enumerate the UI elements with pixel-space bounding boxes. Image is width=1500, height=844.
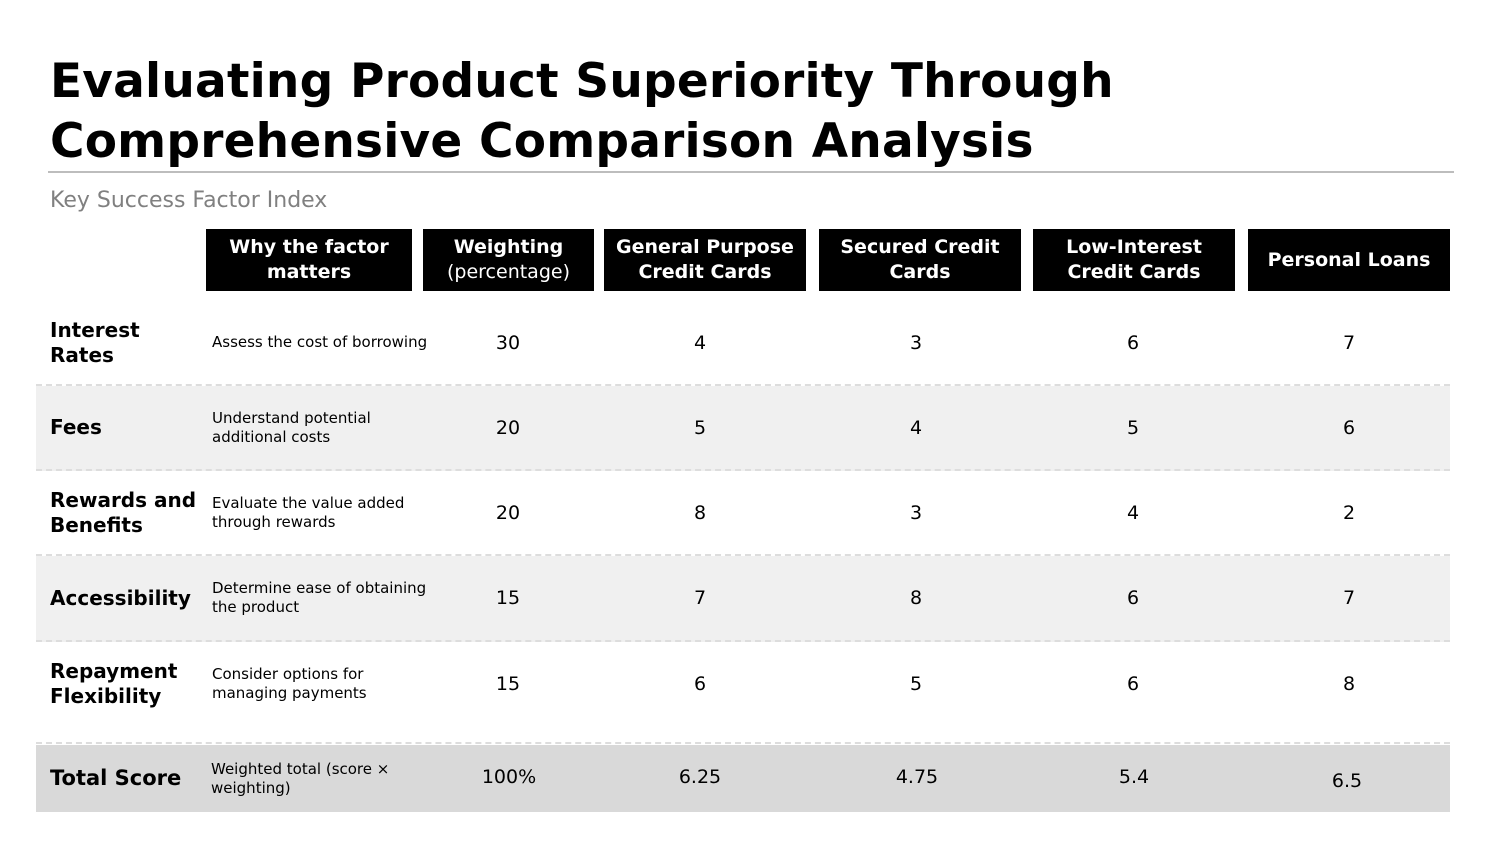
score-product-4: 6.5 <box>1331 769 1363 792</box>
title-divider <box>48 171 1454 173</box>
table-row: Interest Rates Assess the cost of borrow… <box>36 301 1450 386</box>
page-subtitle: Key Success Factor Index <box>50 188 328 213</box>
table-row: Fees Understand potential additional cos… <box>36 386 1450 471</box>
score-product-4: 7 <box>1342 331 1356 354</box>
factor-reason: Evaluate the value added through rewards <box>212 493 405 531</box>
score-product-4: 7 <box>1342 587 1356 609</box>
factor-label: Rewards and Benefits <box>50 487 197 537</box>
score-product-1: 6 <box>693 673 707 695</box>
factor-label: Total Score <box>50 766 182 790</box>
weight-value: 30 <box>495 331 521 354</box>
factor-reason: Assess the cost of borrowing <box>212 333 428 351</box>
score-product-3: 6 <box>1126 587 1140 609</box>
table-row: Rewards and Benefits Evaluate the value … <box>36 471 1450 556</box>
factor-reason: Consider options for managing payments <box>212 665 367 702</box>
factor-reason: Understand potential additional costs <box>212 408 371 446</box>
factor-label: Fees <box>50 415 102 439</box>
weight-value: 15 <box>495 673 521 695</box>
page-title: Evaluating Product Superiority Through C… <box>50 52 1250 172</box>
table-row: Accessibility Determine ease of obtainin… <box>36 556 1450 642</box>
score-product-2: 3 <box>909 331 923 354</box>
score-product-2: 4.75 <box>895 765 939 788</box>
score-product-1: 8 <box>693 501 707 524</box>
table-row: Repayment Flexibility Consider options f… <box>36 642 1450 744</box>
score-product-4: 2 <box>1342 501 1356 524</box>
weight-value: 20 <box>495 501 521 524</box>
weight-value: 20 <box>495 416 521 439</box>
score-product-2: 4 <box>909 416 923 439</box>
score-product-1: 4 <box>693 331 707 354</box>
score-product-4: 6 <box>1342 416 1356 439</box>
factor-label: Accessibility <box>50 585 191 610</box>
score-product-1: 7 <box>693 587 707 609</box>
score-product-1: 5 <box>693 416 707 439</box>
score-product-3: 5.4 <box>1118 765 1150 788</box>
header-product-1: General Purpose Credit Cards <box>604 229 806 291</box>
title-line-2: Comprehensive Comparison Analysis <box>50 114 1034 169</box>
score-product-3: 6 <box>1126 331 1140 354</box>
factor-reason: Weighted total (score × weighting) <box>211 759 390 797</box>
factor-reason: Determine ease of obtaining the product <box>212 579 427 616</box>
header-weighting: Weighting (percentage) <box>423 229 594 291</box>
score-product-2: 8 <box>909 587 923 609</box>
title-line-1: Evaluating Product Superiority Through <box>50 54 1114 109</box>
total-row: Total Score Weighted total (score × weig… <box>36 745 1450 812</box>
header-why: Why the factor matters <box>206 229 412 291</box>
weight-value: 15 <box>495 587 521 609</box>
weight-value: 100% <box>481 765 537 788</box>
factor-label: Repayment Flexibility <box>50 659 178 708</box>
header-weighting-sub: (percentage) <box>447 261 570 283</box>
score-product-1: 6.25 <box>678 765 722 788</box>
header-product-4: Personal Loans <box>1248 229 1450 291</box>
score-product-3: 6 <box>1126 673 1140 695</box>
score-product-3: 4 <box>1126 501 1140 524</box>
score-product-4: 8 <box>1342 673 1356 695</box>
header-product-3: Low-Interest Credit Cards <box>1033 229 1235 291</box>
score-product-3: 5 <box>1126 416 1140 439</box>
score-product-2: 5 <box>909 673 923 695</box>
header-weighting-label: Weighting <box>453 236 564 258</box>
header-product-2: Secured Credit Cards <box>819 229 1021 291</box>
factor-label: Interest Rates <box>50 317 140 367</box>
score-product-2: 3 <box>909 501 923 524</box>
